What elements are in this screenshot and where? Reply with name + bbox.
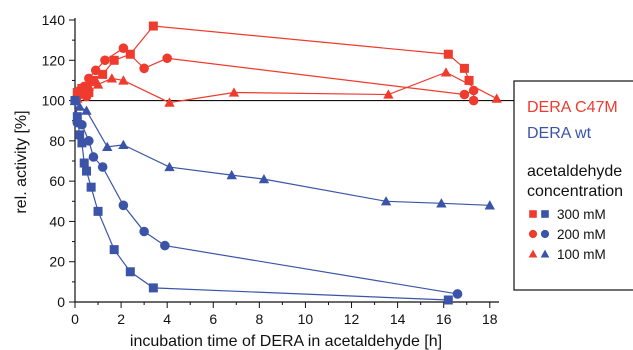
y-tick-label: 120 <box>42 52 66 68</box>
y-tick-label: 60 <box>49 173 65 189</box>
x-tick-label: 8 <box>255 311 263 327</box>
data-point-triangle <box>491 93 502 103</box>
series-line <box>74 100 490 206</box>
data-point-square <box>109 245 119 255</box>
series-wt-square <box>70 96 453 305</box>
data-point-square <box>88 75 98 85</box>
data-point-circle <box>77 119 87 130</box>
data-point-triangle <box>226 169 237 180</box>
data-point-square <box>75 130 85 140</box>
data-point-triangle <box>118 139 129 150</box>
data-point-triangle <box>484 200 495 210</box>
data-point-square <box>443 295 453 305</box>
data-point-triangle <box>118 75 129 85</box>
x-tick-label: 2 <box>117 311 125 327</box>
data-point-circle <box>100 55 110 66</box>
x-tick-label: 10 <box>298 311 314 327</box>
data-point-circle <box>118 43 129 53</box>
data-point-circle <box>139 226 149 237</box>
data-point-square <box>109 55 119 65</box>
data-point-triangle <box>258 173 270 184</box>
data-point-square <box>82 166 92 176</box>
x-axis-label: incubation time of DERA in acetaldehyde … <box>130 333 442 350</box>
data-point-circle <box>118 200 129 211</box>
series-c47m-circle <box>70 43 479 106</box>
data-point-triangle <box>106 73 118 83</box>
data-point-square <box>125 267 135 277</box>
data-point-triangle <box>69 95 81 105</box>
data-point-triangle <box>164 161 175 172</box>
data-point-triangle <box>228 87 240 97</box>
legend-entry-label: 200 mM <box>557 227 606 242</box>
data-point-square <box>148 283 158 293</box>
series-line <box>74 100 458 295</box>
legend-marker-wt-circle <box>540 229 550 239</box>
legend-marker-c47m-square <box>529 210 537 218</box>
data-point-circle <box>88 152 99 162</box>
y-tick-label: 100 <box>42 93 66 109</box>
y-axis-label: rel. activity [%] <box>13 110 30 213</box>
data-point-circle <box>139 63 149 74</box>
data-point-square <box>443 49 453 59</box>
legend-marker-wt-triangle <box>540 249 550 258</box>
data-point-square <box>464 75 474 85</box>
x-tick-label: 4 <box>163 311 171 327</box>
data-point-circle <box>162 53 172 64</box>
data-point-circle <box>459 89 470 100</box>
legend-label-wt: DERA wt <box>527 125 592 142</box>
data-point-square <box>459 63 469 73</box>
data-point-circle <box>97 162 108 172</box>
legend-marker-wt-square <box>541 210 549 218</box>
data-point-triangle <box>83 81 95 91</box>
data-point-square <box>98 69 108 79</box>
data-point-triangle <box>440 67 452 77</box>
data-point-triangle <box>81 105 92 115</box>
y-tick-label: 40 <box>49 213 65 229</box>
legend-marker-c47m-circle <box>528 229 538 239</box>
series-line <box>74 25 470 101</box>
data-point-triangle <box>74 101 85 111</box>
x-tick-label: 14 <box>390 311 406 327</box>
data-point-triangle <box>436 198 447 208</box>
data-point-circle <box>90 65 101 76</box>
legend-marker-c47m-triangle <box>528 249 538 258</box>
legend-layer: DERA C47M DERA wt acetaldehyde concentratio… <box>513 80 633 291</box>
data-point-square <box>79 158 89 168</box>
legend-entry-label: 100 mM <box>557 247 606 262</box>
y-tick-label: 20 <box>49 254 65 270</box>
legend-heading: concentration <box>527 183 623 200</box>
data-point-triangle <box>92 79 104 89</box>
data-point-square <box>148 21 158 31</box>
x-tick-label: 0 <box>71 311 79 327</box>
x-tick-label: 6 <box>209 311 217 327</box>
data-point-square <box>72 112 82 122</box>
y-tick-label: 80 <box>49 133 65 149</box>
data-point-circle <box>160 240 170 251</box>
series-line <box>74 71 497 104</box>
legend-label-c47m: DERA C47M <box>527 99 618 116</box>
legend-entry-label: 300 mM <box>557 207 606 222</box>
x-tick-label: 16 <box>436 311 452 327</box>
legend-heading: acetaldehyde <box>527 163 622 180</box>
data-point-circle <box>84 73 94 84</box>
data-point-square <box>93 206 103 216</box>
data-point-circle <box>468 95 479 106</box>
x-tick-label: 12 <box>344 311 360 327</box>
series-wt-triangle <box>69 95 495 210</box>
y-tick-label: 0 <box>57 294 65 310</box>
axes-layer: 0 20 40 60 80 100 120 140 0 2 4 6 8 10 12 14 16 18 <box>42 12 630 327</box>
series-layer <box>69 21 502 305</box>
data-point-triangle <box>383 89 394 99</box>
data-point-circle <box>84 136 94 146</box>
y-tick-label: 140 <box>42 12 66 28</box>
data-point-triangle <box>102 141 113 152</box>
data-point-square <box>77 138 87 148</box>
x-tick-label: 18 <box>482 311 498 327</box>
data-point-triangle <box>380 196 392 206</box>
data-point-circle <box>452 289 463 299</box>
data-point-triangle <box>164 97 175 107</box>
data-point-square <box>86 182 96 192</box>
